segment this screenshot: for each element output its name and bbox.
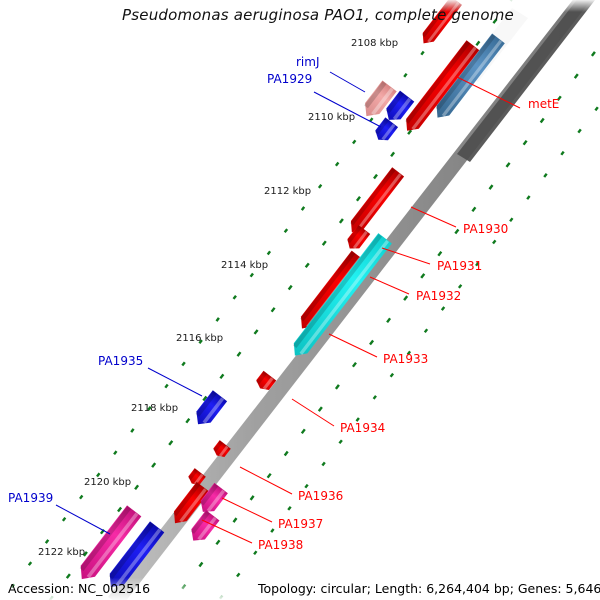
gene-label-pa1930[interactable]: PA1930 — [463, 222, 509, 236]
leader-line — [291, 398, 335, 427]
leader-line — [221, 497, 273, 523]
gene-label-pa1936[interactable]: PA1936 — [298, 489, 344, 503]
gene-label-pa1937[interactable]: PA1937 — [278, 517, 324, 531]
gene-feature[interactable] — [196, 482, 228, 517]
gene-feature[interactable] — [288, 233, 392, 361]
gene-feature[interactable] — [344, 224, 371, 253]
leader-line — [329, 71, 366, 93]
gene-label-mete[interactable]: metE — [528, 97, 560, 111]
gene-feature[interactable] — [382, 90, 415, 126]
leader-line — [369, 276, 410, 295]
gene-feature[interactable] — [211, 440, 231, 460]
accession-text: Accession: NC_002516 — [8, 581, 151, 596]
axis-tick-label: 2120 kbp — [84, 477, 132, 488]
label-leader-lines — [55, 71, 521, 544]
axis-tick-label: 2114 kbp — [221, 260, 269, 271]
leader-line — [239, 466, 293, 495]
leader-line — [147, 367, 203, 397]
gene-feature[interactable] — [346, 167, 405, 236]
gene-label-pa1931[interactable]: PA1931 — [437, 259, 483, 273]
leader-line — [410, 206, 457, 228]
status-bar: Accession: NC_002516 Topology: circular;… — [0, 578, 600, 600]
gene-feature[interactable] — [359, 80, 397, 121]
gene-label-pa1933[interactable]: PA1933 — [383, 352, 429, 366]
gene-feature[interactable] — [191, 390, 228, 430]
axis-tick-label: 2112 kbp — [264, 186, 312, 197]
gene-label-pa1929[interactable]: PA1929 — [267, 72, 313, 86]
topology-text: Topology: circular; Length: 6,264,404 bp… — [258, 581, 600, 596]
gene-feature[interactable] — [431, 33, 505, 122]
gene-label-pa1939[interactable]: PA1939 — [8, 491, 54, 505]
axis-tick-label: 2122 kbp — [38, 547, 86, 558]
top-fade — [0, 0, 600, 40]
gene-label-pa1935[interactable]: PA1935 — [98, 354, 144, 368]
axis-tick-label: 2118 kbp — [131, 403, 179, 414]
gene-label-pa1934[interactable]: PA1934 — [340, 421, 386, 435]
gene-label-rimj[interactable]: rimJ — [296, 55, 320, 69]
backbone-dark-segment — [457, 0, 596, 162]
gene-label-pa1932[interactable]: PA1932 — [416, 289, 462, 303]
leader-line — [313, 91, 382, 128]
leader-line — [328, 333, 378, 358]
axis-tick-label: 2110 kbp — [308, 112, 356, 123]
gene-feature[interactable] — [169, 481, 210, 528]
page-title: Pseudomonas aeruginosa PAO1, complete ge… — [122, 6, 514, 24]
leader-line — [381, 247, 431, 265]
genome-backbone — [108, 0, 596, 600]
gene-feature[interactable] — [372, 117, 399, 144]
gene-feature[interactable] — [186, 468, 206, 488]
bottom-fade — [0, 520, 600, 600]
gene-feature[interactable] — [254, 370, 277, 393]
leader-line — [456, 76, 521, 109]
gene-feature[interactable] — [401, 40, 480, 135]
axis-tick-label: 2116 kbp — [176, 333, 224, 344]
axis-tick-label: 2108 kbp — [351, 38, 399, 49]
gene-label-pa1938[interactable]: PA1938 — [258, 538, 304, 552]
